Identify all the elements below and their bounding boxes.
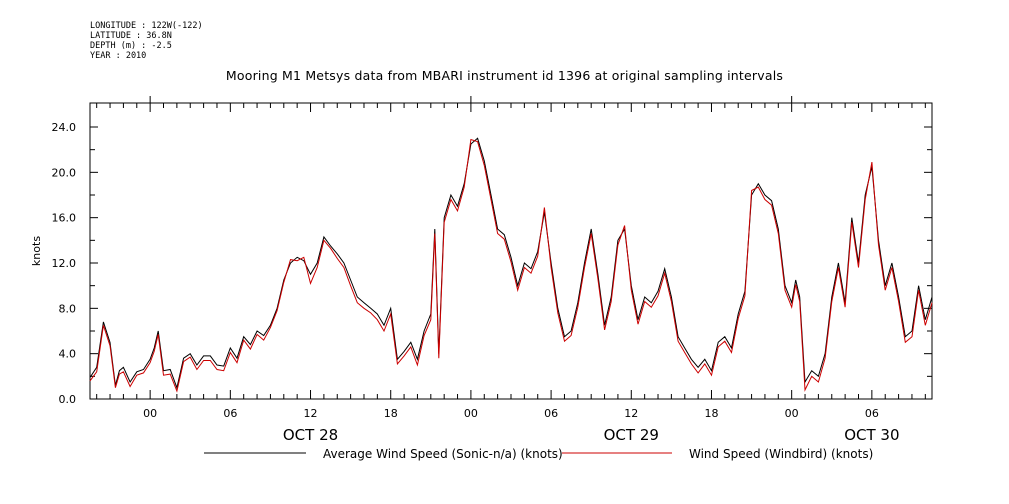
x-date-label: OCT 30 <box>844 426 899 444</box>
y-axis: 0.0 4.0 8.0 12.0 16.0 20.0 24.0 <box>52 121 932 406</box>
x-tick-label: 12 <box>304 407 318 420</box>
latitude-label: LATITUDE : 36.8N <box>90 31 172 41</box>
y-axis-label: knots <box>30 236 43 266</box>
x-tick-label: 00 <box>785 407 799 420</box>
y-tick-label: 16.0 <box>52 212 77 225</box>
x-date-label: OCT 28 <box>283 426 338 444</box>
legend-label-2: Wind Speed (Windbird) (knots) <box>689 447 873 461</box>
legend: Average Wind Speed (Sonic-n/a) (knots) Wi… <box>204 447 873 461</box>
y-tick-label: 12.0 <box>52 257 77 270</box>
x-tick-label: 00 <box>143 407 157 420</box>
y-tick-label: 4.0 <box>59 348 77 361</box>
longitude-label: LONGITUDE : 122W(-122) <box>90 21 203 31</box>
depth-label: DEPTH (m) : -2.5 <box>90 41 172 51</box>
x-tick-label: 00 <box>464 407 478 420</box>
chart-title: Mooring M1 Metsys data from MBARI instru… <box>225 68 784 83</box>
year-label: YEAR : 2010 <box>90 51 147 61</box>
plot-frame <box>89 102 933 400</box>
legend-label-1: Average Wind Speed (Sonic-n/a) (knots) <box>323 447 563 461</box>
series-layer <box>89 137 933 393</box>
x-tick-label: 12 <box>624 407 638 420</box>
y-tick-label: 24.0 <box>52 121 77 134</box>
x-date-label: OCT 29 <box>604 426 659 444</box>
metadata-block: LONGITUDE : 122W(-122) LATITUDE : 36.8N … <box>90 21 203 61</box>
series-line-1 <box>89 137 933 390</box>
x-axis: 00 06 12 18 00 06 12 18 00 06 OCT 28 OCT 29 OCT 30 <box>96 96 926 444</box>
x-tick-label: 06 <box>223 407 237 420</box>
x-tick-label: 18 <box>704 407 718 420</box>
x-tick-label: 18 <box>384 407 398 420</box>
series-line-2 <box>89 138 933 393</box>
y-tick-label: 20.0 <box>52 166 77 179</box>
x-tick-label: 06 <box>865 407 879 420</box>
y-tick-label: 0.0 <box>59 393 77 406</box>
x-tick-label: 06 <box>544 407 558 420</box>
y-tick-label: 8.0 <box>59 302 77 315</box>
